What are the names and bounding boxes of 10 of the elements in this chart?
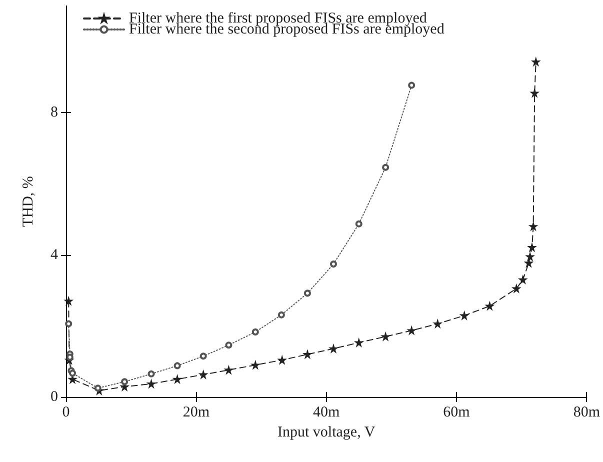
- y-axis-title: THD, %: [20, 176, 36, 227]
- x-tick-label: 0: [62, 404, 70, 420]
- y-tick-label: 0: [50, 389, 58, 405]
- y-tick-label: 8: [50, 104, 58, 121]
- x-tick-label: 20m: [182, 404, 210, 420]
- x-axis-title: Input voltage, V: [278, 424, 376, 440]
- y-tick-label: 4: [50, 246, 58, 263]
- x-tick-label: 60m: [443, 404, 470, 420]
- x-tick-label: 40m: [312, 404, 340, 420]
- x-tick-label: 80m: [573, 404, 600, 420]
